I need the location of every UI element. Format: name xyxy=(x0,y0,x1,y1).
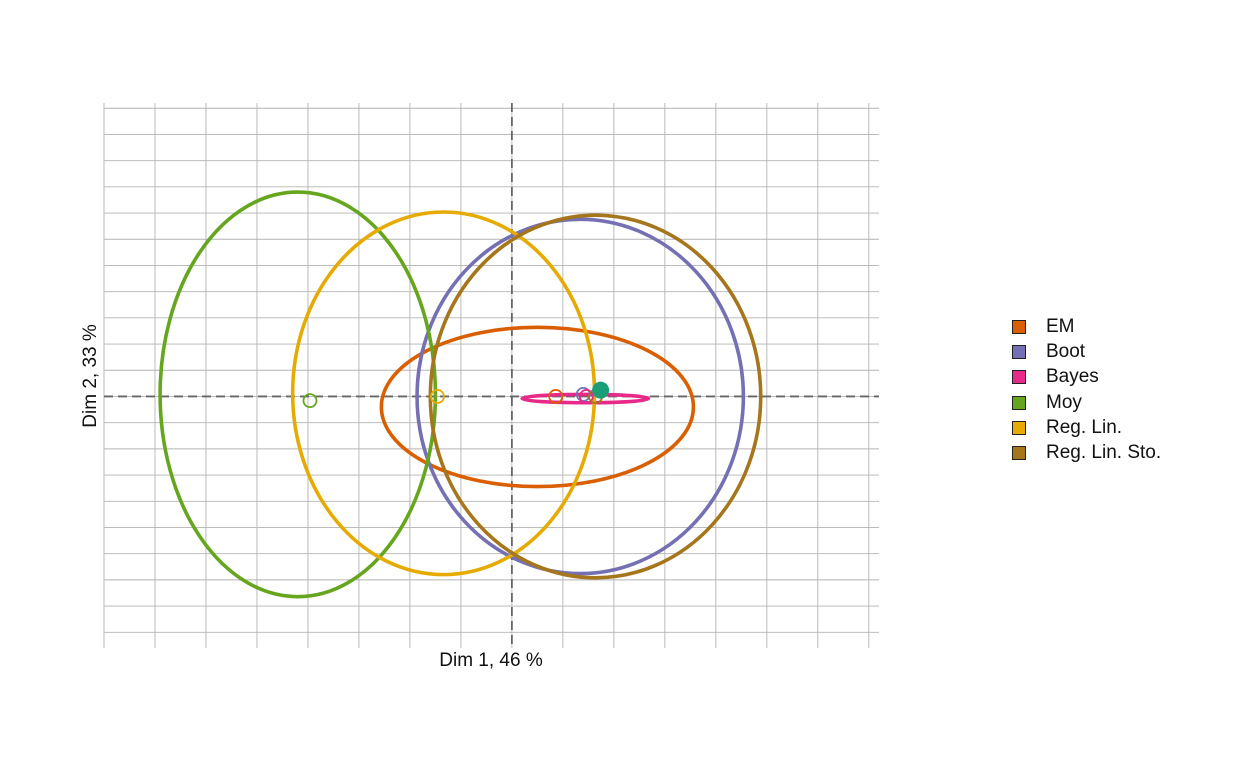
grid-vertical-lines xyxy=(103,103,870,648)
legend-label-em: EM xyxy=(1046,315,1075,337)
legend-item-bayes: Bayes xyxy=(1012,365,1161,390)
reference-point xyxy=(592,381,610,399)
legend-key-moy xyxy=(1012,395,1026,410)
legend-label-reg-lin: Reg. Lin. xyxy=(1046,416,1123,438)
legend-label-reg-lin-sto: Reg. Lin. Sto. xyxy=(1046,442,1162,464)
legend-label-boot: Boot xyxy=(1046,340,1086,362)
legend-label-bayes: Bayes xyxy=(1046,366,1099,388)
legend-key-em xyxy=(1012,319,1026,334)
legend-item-moy: Moy xyxy=(1012,390,1161,415)
ellipse-moy xyxy=(158,190,438,599)
y-axis-label: Dim 2, 33 % xyxy=(80,324,101,428)
center-points xyxy=(302,381,610,409)
point-reg-lin xyxy=(430,389,445,404)
legend-key-boot xyxy=(1012,344,1026,359)
x-axis-label: Dim 1, 46 % xyxy=(439,650,543,671)
point-em xyxy=(548,389,564,404)
point-moy xyxy=(302,393,318,409)
legend-item-boot: Boot xyxy=(1012,339,1161,364)
legend-key-reg-lin xyxy=(1012,420,1026,435)
point-bayes xyxy=(578,389,594,404)
legend-item-reg-lin-sto: Reg. Lin. Sto. xyxy=(1012,440,1161,465)
grid-horizontal-lines xyxy=(104,107,879,633)
legend-key-reg-lin-sto xyxy=(1012,446,1026,461)
ellipse-bayes xyxy=(520,392,651,405)
legend-label-moy: Moy xyxy=(1046,391,1082,413)
legend: EM Boot Bayes Moy Reg. Lin. Reg. Lin. St… xyxy=(1012,314,1161,466)
ellipse-em xyxy=(379,325,696,489)
legend-key-bayes xyxy=(1012,370,1026,385)
legend-item-reg-lin: Reg. Lin. xyxy=(1012,415,1161,440)
legend-item-em: EM xyxy=(1012,314,1161,339)
ellipse-boot xyxy=(415,217,746,576)
confidence-ellipses xyxy=(158,190,763,599)
